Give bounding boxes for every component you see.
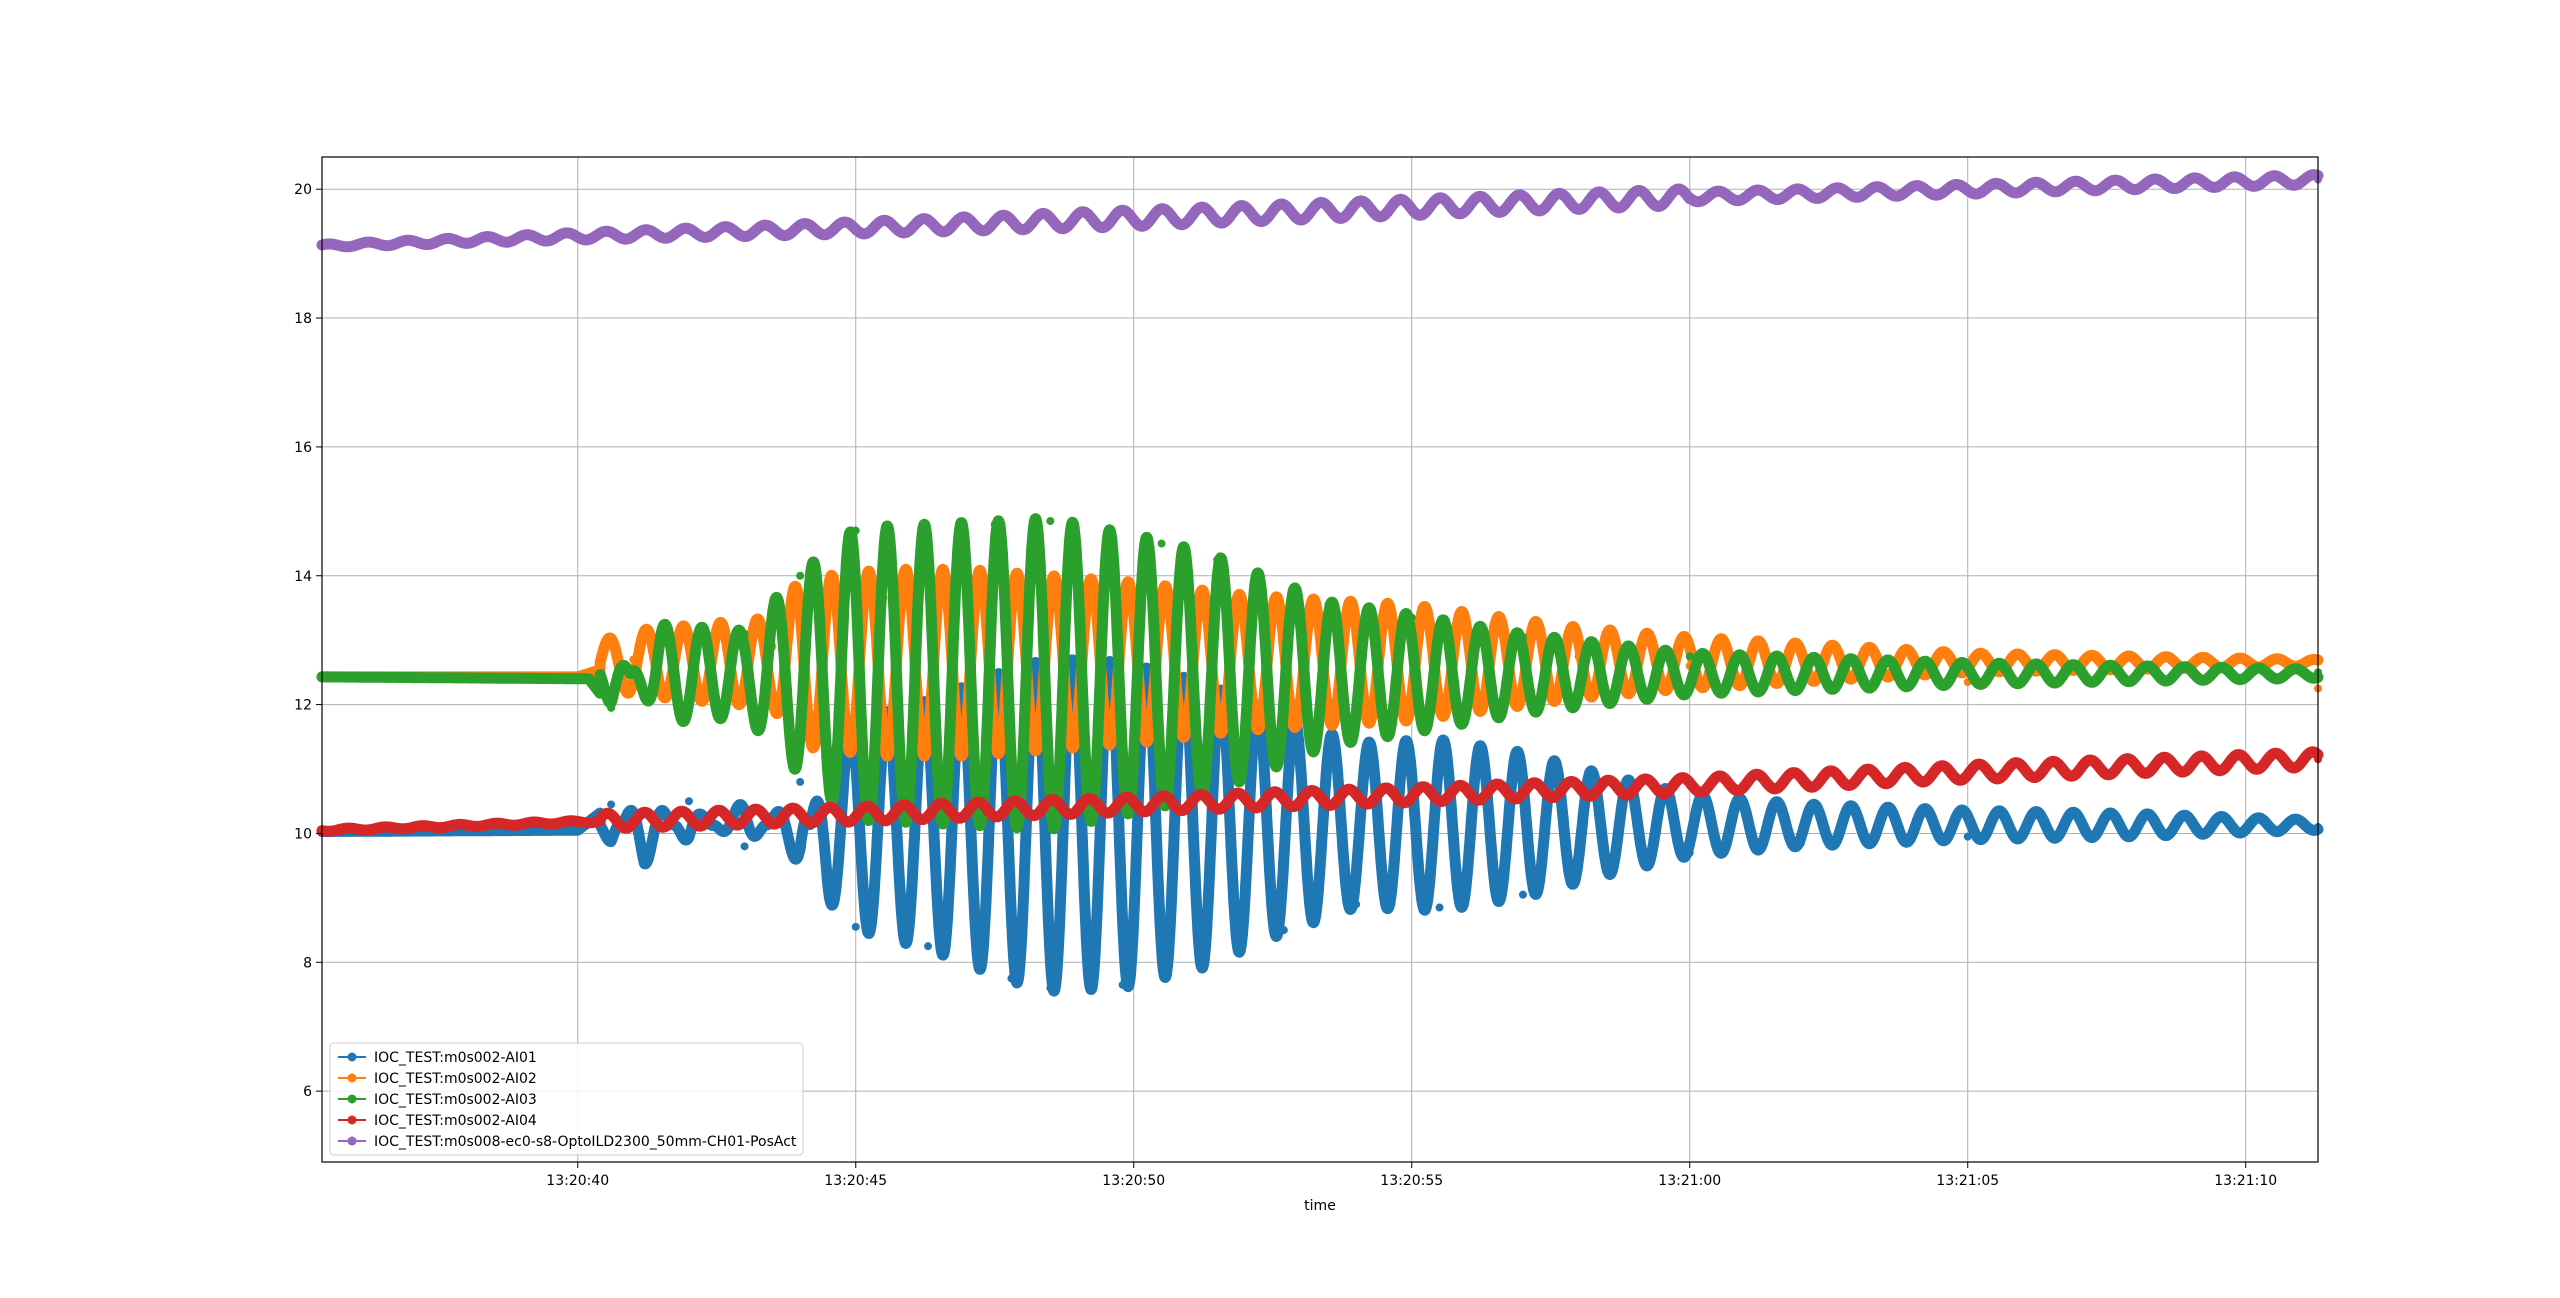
series-point: [1213, 555, 1222, 564]
legend-marker-icon: [347, 1094, 357, 1104]
series-point: [2130, 829, 2139, 838]
series-line: [316, 746, 2324, 837]
series-3: [316, 513, 2324, 835]
series-point: [1157, 539, 1166, 548]
legend-entry: IOC_TEST:m0s002-AI02: [338, 1071, 537, 1087]
legend-entry: IOC_TEST:m0s008-ec0-s8-OptoILD2300_50mm-…: [338, 1134, 797, 1150]
legend-entry: IOC_TEST:m0s002-AI04: [338, 1113, 537, 1129]
series-layer: [316, 169, 2324, 997]
series-point: [1007, 974, 1016, 983]
series-point: [640, 858, 649, 867]
legend-label: IOC_TEST:m0s002-AI01: [374, 1050, 537, 1066]
series-point: [1046, 984, 1055, 993]
x-axis-label: time: [1304, 1198, 1336, 1214]
y-tick-label: 12: [294, 698, 312, 714]
legend-label: IOC_TEST:m0s002-AI04: [374, 1113, 537, 1129]
legend-entry: IOC_TEST:m0s002-AI01: [338, 1050, 537, 1066]
series-point: [1196, 961, 1205, 970]
series-point: [1129, 800, 1138, 809]
series-point: [573, 817, 582, 826]
series-point: [740, 842, 749, 851]
legend: IOC_TEST:m0s002-AI01 IOC_TEST:m0s002-AI02…: [329, 1042, 804, 1156]
series-point: [823, 893, 832, 902]
axis-ticks: 13:20:40 13:20:45 13:20:50 13:20:55 13:21:00…: [294, 182, 2277, 1189]
series-point: [1279, 926, 1288, 935]
legend-marker-icon: [347, 1052, 357, 1062]
series-point: [573, 826, 582, 835]
series-point: [851, 922, 860, 931]
series-line: [316, 654, 2324, 997]
y-tick-label: 8: [303, 955, 312, 971]
x-tick-label: 13:21:00: [1658, 1173, 1721, 1189]
series-point: [1685, 848, 1694, 857]
series-point: [1518, 632, 1527, 641]
series-4: [316, 746, 2324, 837]
series-point: [1407, 790, 1416, 799]
y-tick-label: 16: [294, 440, 312, 456]
legend-label: IOC_TEST:m0s002-AI03: [374, 1092, 537, 1108]
series-point: [1685, 781, 1694, 790]
series-point: [629, 655, 638, 664]
legend-marker-icon: [347, 1115, 357, 1125]
y-tick-label: 6: [303, 1084, 312, 1100]
legend-label: IOC_TEST:m0s002-AI02: [374, 1071, 537, 1087]
y-tick-label: 18: [294, 311, 312, 327]
legend-label: IOC_TEST:m0s008-ec0-s8-OptoILD2300_50mm-…: [374, 1134, 797, 1150]
series-point: [1963, 768, 1972, 777]
series-point: [1407, 203, 1416, 212]
series-point: [657, 623, 666, 632]
series-point: [1685, 192, 1694, 201]
series-point: [851, 223, 860, 232]
series-line: [316, 169, 2324, 253]
legend-marker-icon: [347, 1136, 357, 1146]
series-point: [1324, 600, 1333, 609]
series-point: [740, 629, 749, 638]
x-tick-label: 13:20:45: [824, 1173, 887, 1189]
series-point: [1129, 214, 1138, 223]
series-point: [607, 800, 616, 809]
plot-frame: [321, 156, 2319, 1163]
series-point: [1435, 903, 1444, 912]
legend-entry: IOC_TEST:m0s002-AI03: [338, 1092, 537, 1108]
series-point: [584, 674, 593, 683]
series-point: [924, 942, 933, 951]
legend-box: [329, 1042, 804, 1156]
series-point: [1352, 900, 1361, 909]
series-point: [1963, 832, 1972, 841]
x-tick-label: 13:21:10: [2214, 1173, 2277, 1189]
legend-marker-icon: [347, 1073, 357, 1083]
series-point: [1963, 661, 1972, 670]
series-point: [851, 810, 860, 819]
series-point: [573, 232, 582, 241]
y-tick-label: 10: [294, 826, 312, 842]
series-1: [316, 654, 2324, 997]
series-point: [1963, 185, 1972, 194]
series-point: [1602, 868, 1611, 877]
series-point: [1518, 890, 1527, 899]
series-point: [1685, 652, 1694, 661]
x-tick-label: 13:21:05: [1936, 1173, 1999, 1189]
y-tick-label: 14: [294, 569, 312, 585]
series-point: [1118, 980, 1127, 989]
series-point: [851, 526, 860, 535]
y-tick-label: 20: [294, 182, 312, 198]
x-tick-label: 13:20:55: [1380, 1173, 1443, 1189]
series-point: [1796, 839, 1805, 848]
x-tick-label: 13:20:40: [546, 1173, 609, 1189]
series-point: [684, 797, 693, 806]
series-point: [990, 520, 999, 529]
series-point: [1046, 516, 1055, 525]
series-point: [796, 571, 805, 580]
series-point: [796, 777, 805, 786]
series-5: [316, 169, 2324, 253]
series-point: [1407, 613, 1416, 622]
series-point: [607, 703, 616, 712]
series-line: [316, 513, 2324, 835]
x-tick-label: 13:20:50: [1102, 1173, 1165, 1189]
